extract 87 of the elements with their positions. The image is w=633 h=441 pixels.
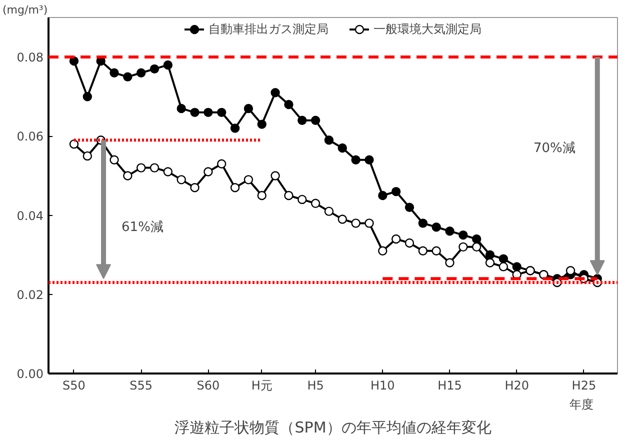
point xyxy=(270,171,280,180)
x-tick-label: H元 xyxy=(251,378,272,392)
y-tick-label: 0.00 xyxy=(16,367,44,381)
point xyxy=(298,194,307,204)
point xyxy=(351,155,360,164)
point xyxy=(257,120,266,129)
point xyxy=(82,92,92,102)
point xyxy=(566,266,576,276)
point xyxy=(110,155,119,164)
point xyxy=(432,222,441,232)
point xyxy=(110,68,119,78)
point xyxy=(364,218,374,228)
legend-label: 一般環境大気測定局 xyxy=(374,20,482,38)
point xyxy=(230,182,240,192)
point xyxy=(190,108,200,118)
point xyxy=(445,226,454,236)
point xyxy=(418,246,428,256)
x-tick-label: H20 xyxy=(504,378,529,392)
point xyxy=(150,163,160,172)
point xyxy=(338,143,347,153)
point xyxy=(190,182,200,192)
text: 浮遊粒子状物質（SPM）の年平均値の経年変化 xyxy=(174,418,492,436)
point xyxy=(82,151,92,161)
point xyxy=(298,116,307,125)
point xyxy=(364,155,374,164)
x-tick-label: H15 xyxy=(438,378,462,392)
x-tick-label: S55 xyxy=(130,378,153,392)
annotation: 70%減 xyxy=(533,140,576,156)
point xyxy=(404,238,414,248)
point xyxy=(432,246,441,256)
point xyxy=(485,258,495,268)
point xyxy=(217,108,226,118)
point xyxy=(284,100,294,110)
point xyxy=(498,262,508,272)
point xyxy=(176,175,186,184)
point xyxy=(217,159,226,168)
point xyxy=(498,254,508,264)
point xyxy=(485,250,495,260)
x-tick-label: H10 xyxy=(370,378,395,392)
point xyxy=(150,64,160,74)
point xyxy=(163,60,173,70)
point xyxy=(445,258,454,268)
point xyxy=(458,242,468,252)
y-tick-label: 0.06 xyxy=(16,130,44,144)
point xyxy=(69,139,79,149)
y-axis-title: (mg/m³) xyxy=(2,4,48,16)
x-tick-label: S60 xyxy=(196,378,220,392)
point xyxy=(123,171,132,180)
point xyxy=(136,68,146,78)
annotation: 61%減 xyxy=(122,220,164,236)
legend-label: 自動車排出ガス測定局 xyxy=(208,20,328,38)
point xyxy=(244,175,254,184)
y-tick-label: 0.08 xyxy=(16,50,44,65)
x-tick-label: S50 xyxy=(62,378,86,392)
point xyxy=(324,206,334,216)
point xyxy=(69,56,79,66)
point xyxy=(404,202,414,212)
x-axis-title: 年度 xyxy=(570,398,594,412)
point xyxy=(123,72,132,82)
point xyxy=(418,218,428,228)
point xyxy=(338,214,347,224)
y-tick-label: 0.04 xyxy=(16,208,44,223)
x-tick-label: H5 xyxy=(307,378,324,392)
point xyxy=(163,167,173,176)
point xyxy=(324,136,334,145)
point xyxy=(378,246,388,256)
point xyxy=(136,163,146,172)
point xyxy=(204,108,213,118)
x-tick-label: H25 xyxy=(572,378,596,392)
point xyxy=(472,234,482,244)
point xyxy=(310,116,320,125)
point xyxy=(257,190,266,200)
point xyxy=(458,230,468,240)
point xyxy=(176,104,186,114)
point xyxy=(512,262,522,272)
point xyxy=(284,190,294,200)
point xyxy=(472,242,482,252)
point xyxy=(391,234,401,244)
point xyxy=(391,186,401,196)
point xyxy=(310,198,320,208)
point xyxy=(230,124,240,133)
point xyxy=(244,104,254,114)
y-tick-label: 0.02 xyxy=(16,288,44,302)
point xyxy=(204,167,213,176)
point xyxy=(378,190,388,200)
point xyxy=(351,218,360,228)
point xyxy=(270,88,280,98)
